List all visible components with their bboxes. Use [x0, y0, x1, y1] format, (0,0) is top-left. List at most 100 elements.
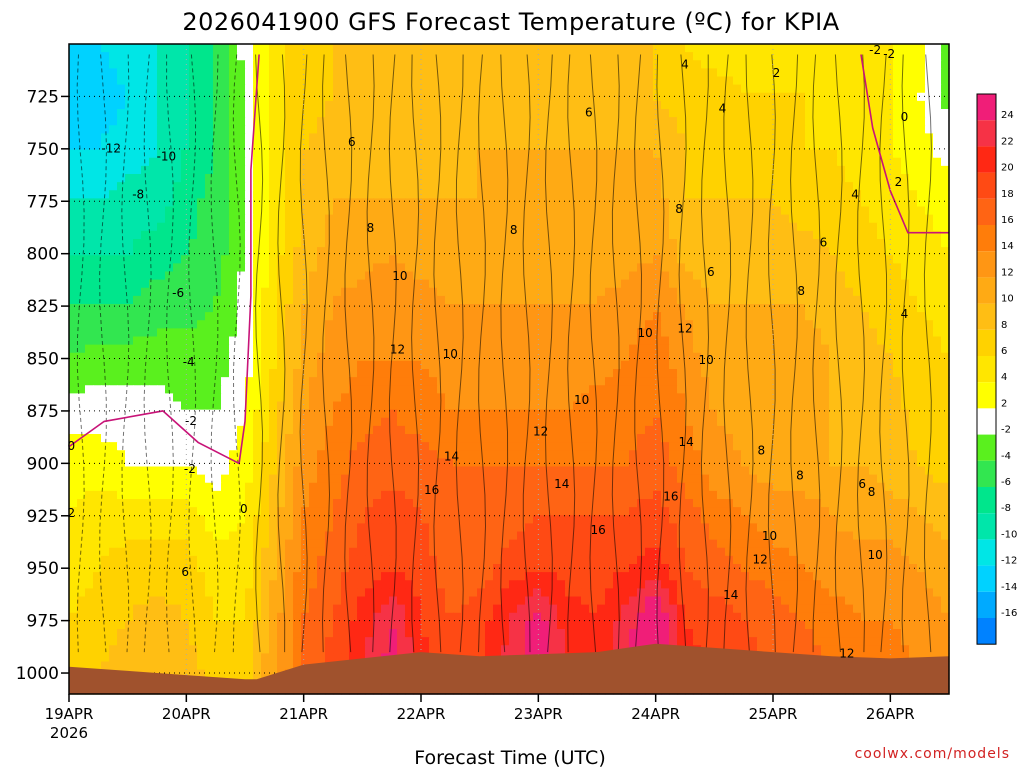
temp-cell [773, 125, 782, 134]
temp-cell [189, 44, 198, 53]
temp-cell [477, 198, 486, 208]
temp-cell [781, 255, 790, 264]
temp-cell [669, 320, 678, 329]
temp-cell [749, 76, 758, 86]
temp-cell [397, 44, 406, 53]
temp-cell [221, 271, 230, 281]
temp-cell [629, 401, 638, 411]
temp-cell [509, 344, 518, 354]
temp-cell [501, 190, 510, 199]
temp-cell [205, 336, 214, 346]
temp-cell [765, 174, 774, 183]
temp-cell [869, 222, 878, 232]
temp-cell [149, 68, 158, 78]
temp-cell [141, 377, 150, 386]
temp-cell [349, 271, 358, 281]
temp-cell [677, 287, 686, 297]
temp-cell [637, 44, 646, 53]
temp-cell [317, 92, 326, 102]
temp-cell [941, 239, 950, 248]
temp-cell [909, 271, 918, 281]
temp-cell [605, 336, 614, 346]
temp-cell [133, 214, 142, 224]
temp-cell [621, 360, 630, 370]
temp-cell [77, 44, 86, 53]
temp-cell [669, 141, 678, 151]
temp-cell [277, 206, 286, 216]
temp-cell [853, 263, 862, 273]
temp-cell [589, 109, 598, 118]
temp-cell [221, 287, 230, 297]
temp-cell [525, 165, 534, 175]
temp-cell [285, 174, 294, 183]
temp-cell [941, 174, 950, 183]
temp-cell [405, 401, 414, 411]
temp-cell [109, 100, 118, 110]
temp-cell [661, 117, 670, 126]
temp-cell [85, 230, 94, 240]
temp-cell [797, 76, 806, 86]
temp-cell [461, 377, 470, 386]
temp-cell [373, 117, 382, 126]
temp-cell [149, 76, 158, 86]
temp-cell [741, 263, 750, 273]
temp-cell [341, 409, 350, 419]
temp-cell [141, 44, 150, 53]
temp-cell [469, 377, 478, 386]
temp-cell [925, 68, 934, 78]
temp-cell [397, 312, 406, 321]
temp-cell [557, 255, 566, 264]
temp-cell [357, 385, 366, 394]
temp-cell [573, 336, 582, 346]
temp-cell [93, 109, 102, 118]
temp-cell [109, 68, 118, 78]
temp-cell [781, 44, 790, 53]
temp-cell [861, 320, 870, 329]
temp-cell [557, 52, 566, 61]
temp-cell [469, 287, 478, 297]
temp-cell [93, 409, 102, 419]
temp-cell [677, 198, 686, 208]
temp-cell [589, 385, 598, 394]
temp-cell [709, 44, 718, 53]
temp-cell [765, 206, 774, 216]
temp-cell [253, 60, 262, 69]
temp-cell [461, 198, 470, 208]
temp-cell [165, 68, 174, 78]
temp-cell [877, 352, 886, 362]
temp-cell [125, 109, 134, 118]
temp-cell [845, 377, 854, 386]
temp-cell [869, 344, 878, 354]
temp-cell [693, 157, 702, 167]
temp-cell [541, 149, 550, 159]
temp-cell [413, 287, 422, 297]
temp-cell [653, 385, 662, 394]
temp-cell [709, 369, 718, 378]
temp-cell [437, 263, 446, 273]
temp-cell [189, 206, 198, 216]
temp-cell [821, 117, 830, 126]
temp-cell [901, 76, 910, 86]
temp-cell [509, 230, 518, 240]
temp-cell [701, 385, 710, 394]
temp-cell [445, 76, 454, 86]
temp-cell [669, 157, 678, 167]
temp-cell [365, 255, 374, 264]
temp-cell [629, 369, 638, 378]
temp-cell [733, 60, 742, 69]
temp-cell [573, 239, 582, 248]
temp-cell [909, 295, 918, 305]
temp-cell [669, 117, 678, 126]
temp-cell [245, 255, 254, 264]
temp-cell [549, 190, 558, 199]
temp-cell [445, 328, 454, 338]
temp-cell [789, 271, 798, 281]
temp-cell [789, 92, 798, 102]
temp-cell [925, 255, 934, 264]
temp-cell [293, 190, 302, 199]
temp-cell [237, 109, 246, 118]
temp-cell [373, 84, 382, 94]
temp-cell [709, 271, 718, 281]
temp-cell [485, 295, 494, 305]
temp-cell [845, 295, 854, 305]
